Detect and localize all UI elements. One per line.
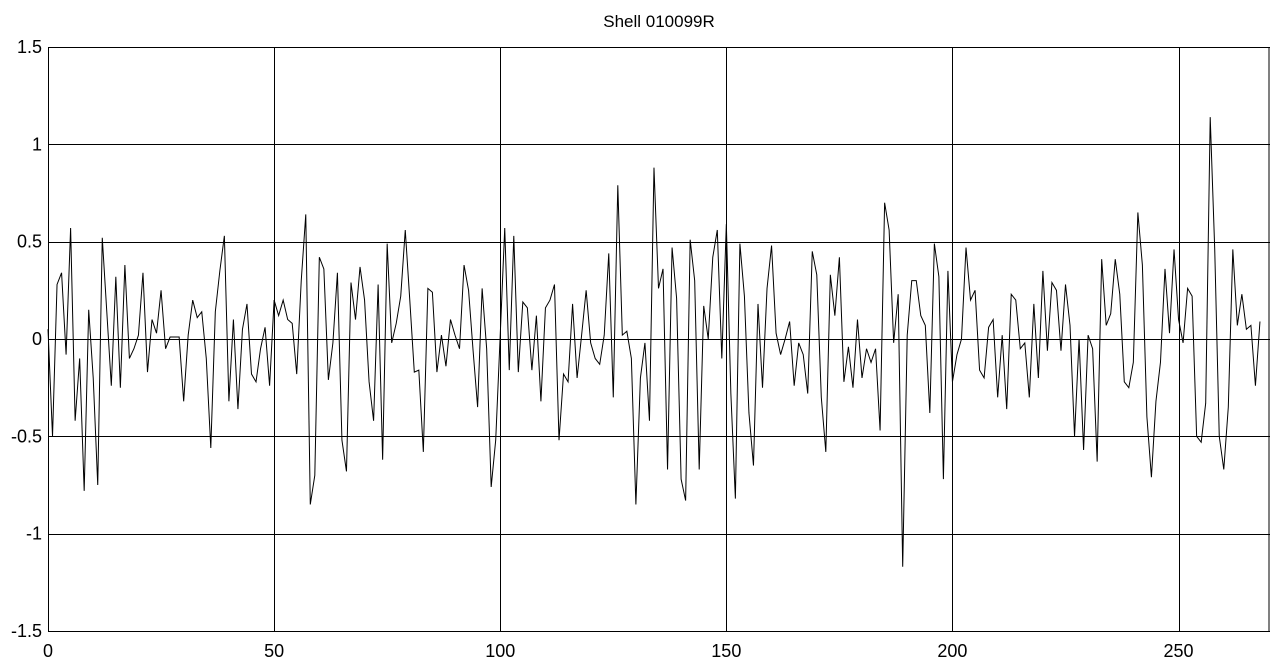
x-tick-label: 200 xyxy=(937,641,967,660)
grid-lines xyxy=(48,47,1270,632)
y-tick-label: 1.5 xyxy=(17,37,42,57)
series-line xyxy=(47,117,1261,567)
y-tick-label: 1 xyxy=(32,134,42,154)
x-axis: 0 50 100 150 200 250 xyxy=(43,641,1194,660)
y-tick-label: -0.5 xyxy=(11,426,42,446)
y-tick-label: -1 xyxy=(26,524,42,544)
x-tick-label: 150 xyxy=(711,641,741,660)
chart-title: Shell 010099R xyxy=(603,12,715,31)
y-tick-label: -1.5 xyxy=(11,621,42,641)
y-tick-label: 0.5 xyxy=(17,232,42,252)
x-tick-label: 50 xyxy=(264,641,284,660)
x-tick-label: 0 xyxy=(43,641,53,660)
y-tick-label: 0 xyxy=(32,329,42,349)
plot-frame xyxy=(48,47,1270,632)
y-axis: -1.5 -1 -0.5 0 0.5 1 1.5 xyxy=(11,37,42,641)
x-tick-label: 250 xyxy=(1164,641,1194,660)
x-tick-label: 100 xyxy=(485,641,515,660)
